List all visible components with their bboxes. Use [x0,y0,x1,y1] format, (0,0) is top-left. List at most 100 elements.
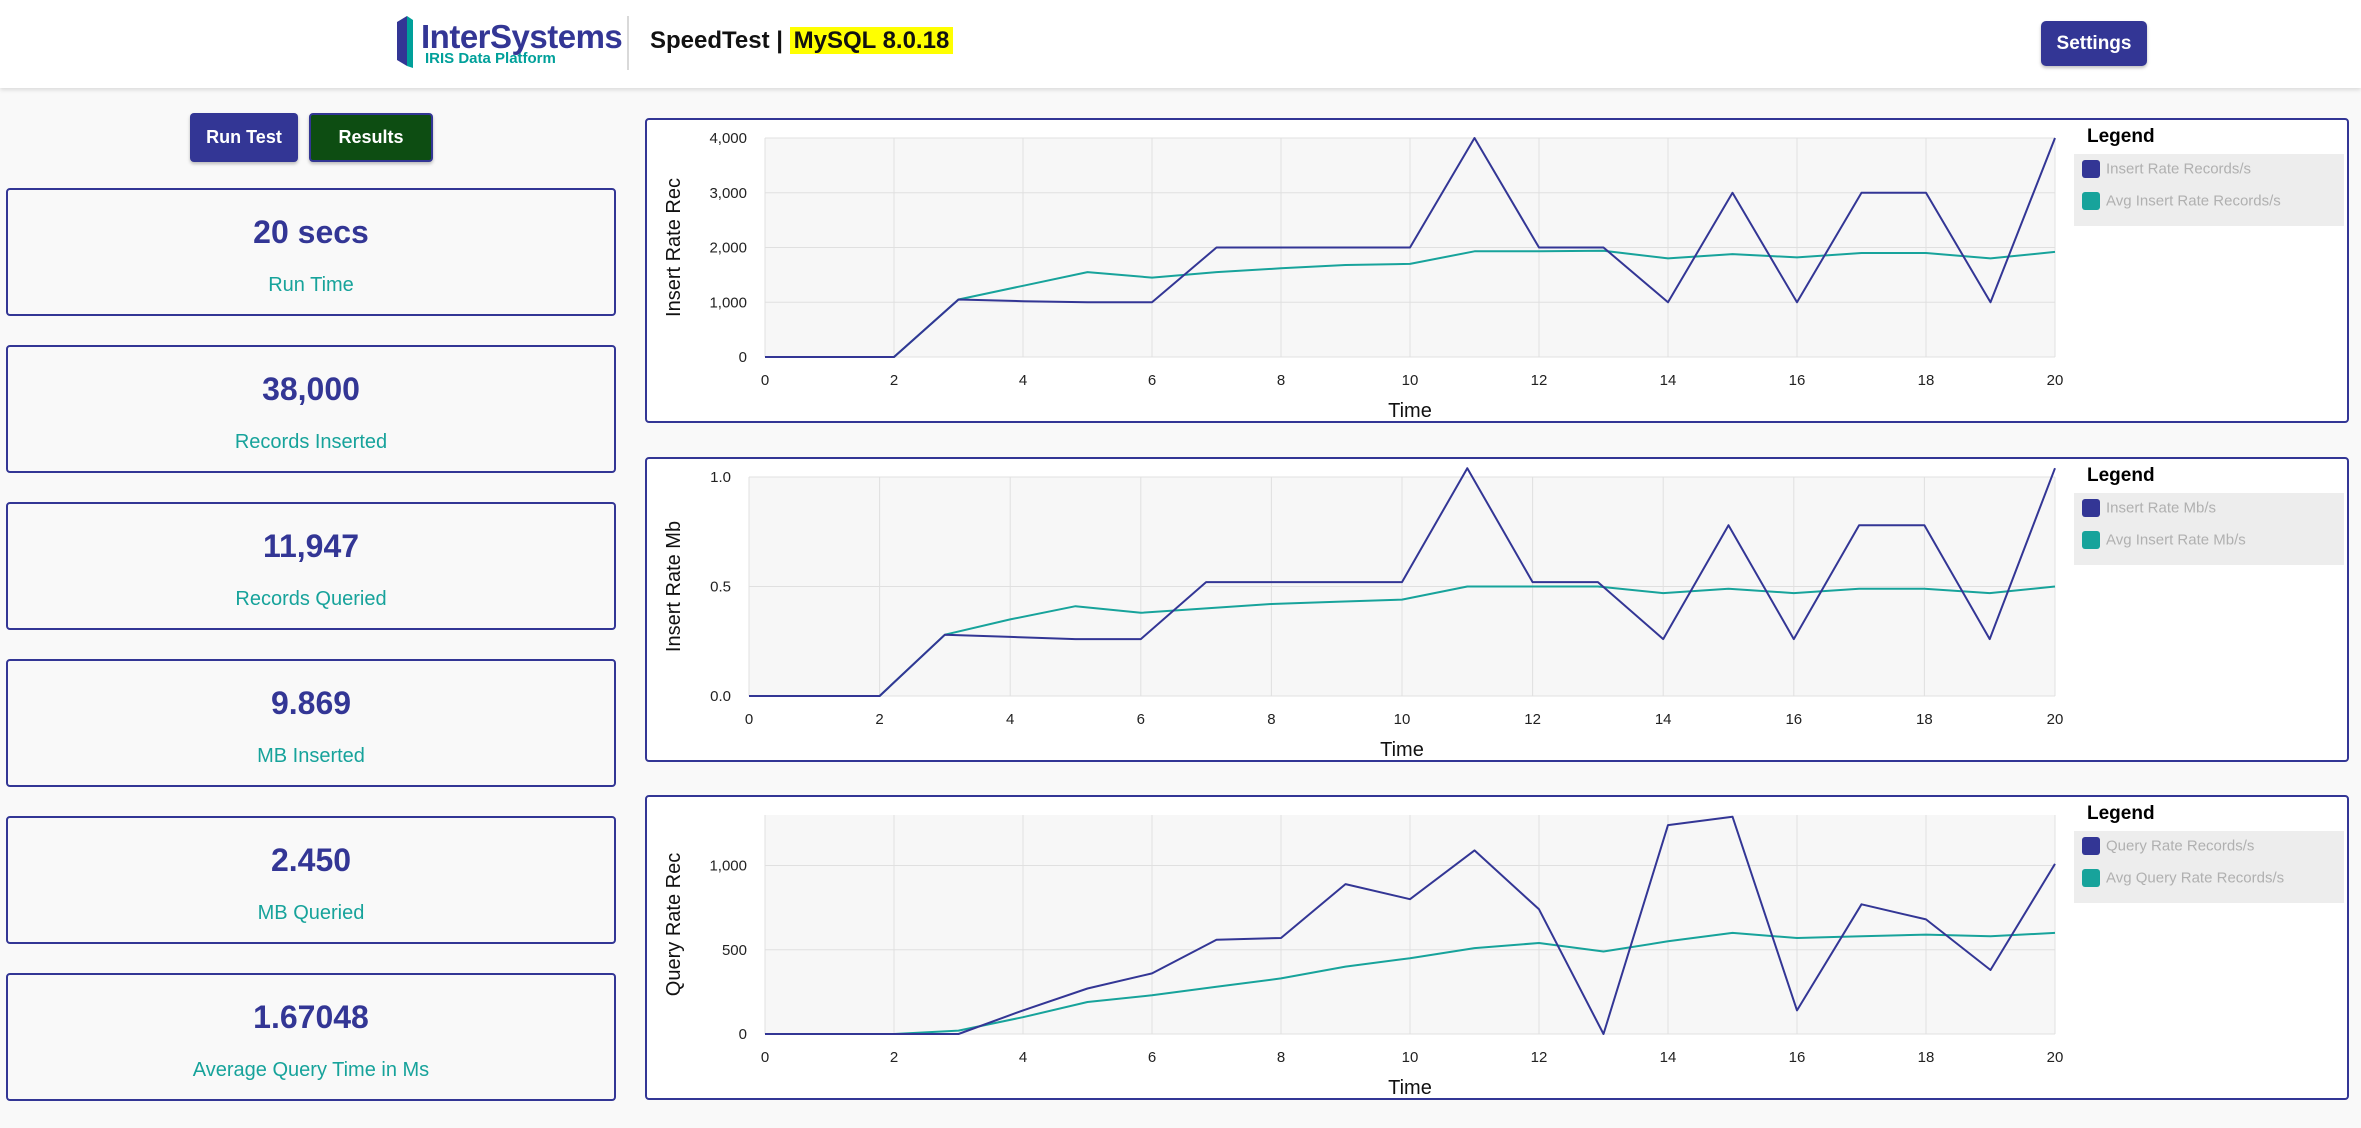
y-axis-title: Insert Rate Rec [663,178,685,317]
y-tick-label: 0 [739,349,747,366]
intersystems-logo-icon [397,16,413,68]
x-tick-label: 0 [761,1049,769,1066]
query-rate-records-plot: 0 2 4 6 8 10 12 14 16 18 20 0 500 1,000 Time Query Rate… [663,815,2064,1097]
results-button[interactable]: Results [309,113,433,162]
stat-card-records-queried: 11,947 Records Queried [6,502,616,630]
stat-value: 38,000 [262,371,360,407]
series-line [749,585,2056,697]
legend-swatch [2082,192,2100,211]
run-test-button[interactable]: Run Test [190,113,298,162]
x-tick-label: 12 [1531,1049,1548,1066]
y-tick-label: 4,000 [709,130,747,147]
x-tick-label: 16 [1789,372,1806,389]
stat-label: Average Query Time in Ms [192,1059,430,1081]
y-axis-title: Insert Rate Mb [663,521,685,652]
x-tick-label: 12 [1524,711,1541,728]
stat-label: Run Time [268,274,354,296]
stat-label: Records Inserted [234,431,388,453]
insert-rate-records-chart: 0 2 4 6 8 10 12 14 16 18 20 0 1,000 2,000 3,000 4,000 Ti… [645,118,2349,423]
legend-label: Query Rate Records/s [2106,837,2255,855]
stat-card-mb-inserted: 9.869 MB Inserted [6,659,616,787]
logo-name: InterSystems [421,18,623,55]
legend-swatch [2082,160,2100,179]
legend-item-query-rate[interactable]: Query Rate Records/s [2082,837,2254,861]
x-tick-label: 14 [1660,372,1677,389]
x-tick-label: 14 [1655,711,1672,728]
x-tick-label: 10 [1394,711,1411,728]
x-tick-label: 4 [1019,1049,1027,1066]
logo-subtitle: IRIS Data Platform [425,50,556,67]
y-tick-label: 1.0 [710,469,731,486]
x-axis-title: Time [1380,739,1424,759]
stat-value: 11,947 [262,528,360,564]
series-line [749,467,2056,697]
x-tick-label: 18 [1916,711,1933,728]
legend-swatch [2082,837,2100,856]
x-tick-label: 0 [761,372,769,389]
x-tick-label: 8 [1277,372,1285,389]
x-tick-label: 14 [1660,1049,1677,1066]
legend-swatch [2082,531,2100,550]
header-divider [627,16,629,70]
app-name: SpeedTest | [650,27,783,54]
x-tick-label: 8 [1267,711,1275,728]
x-tick-label: 2 [890,372,898,389]
y-tick-label: 3,000 [709,185,747,202]
legend-item-avg-insert-rate-mb[interactable]: Avg Insert Rate Mb/s [2082,531,2246,555]
stat-label: MB Inserted [257,745,365,767]
y-tick-label: 0.0 [710,688,731,705]
x-tick-label: 12 [1531,372,1548,389]
legend-swatch [2082,869,2100,888]
stat-card-run-time: 20 secs Run Time [6,188,616,316]
insert-rate-records-plot: 0 2 4 6 8 10 12 14 16 18 20 0 1,000 2,000 3,000 4,000 Ti… [663,130,2064,420]
intersystems-logo: InterSystems IRIS Data Platform [395,14,623,72]
stat-value: 1.67048 [253,999,369,1035]
legend: Insert Rate Mb/s Avg Insert Rate Mb/s [2074,493,2344,565]
x-tick-label: 18 [1918,1049,1935,1066]
insert-rate-mb-chart: 0 2 4 6 8 10 12 14 16 18 20 0.0 0.5 1.0 Time Insert Rat… [645,457,2349,762]
legend-label: Insert Rate Records/s [2106,160,2252,178]
legend-label: Avg Insert Rate Mb/s [2106,531,2246,549]
legend-item-insert-rate[interactable]: Insert Rate Records/s [2082,160,2251,184]
y-tick-label: 500 [722,942,747,959]
stat-card-mb-queried: 2.450 MB Queried [6,816,616,944]
x-tick-label: 0 [745,711,753,728]
settings-button[interactable]: Settings [2041,21,2147,66]
legend-item-insert-rate-mb[interactable]: Insert Rate Mb/s [2082,499,2216,523]
legend-swatch [2082,499,2100,518]
legend-title: Legend [2087,465,2155,486]
app-header: InterSystems IRIS Data Platform SpeedTes… [0,0,2361,88]
x-tick-label: 6 [1148,372,1156,389]
x-tick-label: 4 [1019,372,1027,389]
y-tick-label: 1,000 [709,858,747,875]
y-axis-title: Query Rate Rec [663,853,685,996]
x-tick-label: 8 [1277,1049,1285,1066]
database-version: MySQL 8.0.18 [789,27,954,54]
stat-label: Records Queried [235,588,387,610]
insert-rate-mb-plot: 0 2 4 6 8 10 12 14 16 18 20 0.0 0.5 1.0 Time Insert Rat… [663,467,2064,759]
x-tick-label: 16 [1789,1049,1806,1066]
x-tick-label: 2 [890,1049,898,1066]
x-tick-label: 20 [2047,1049,2064,1066]
stat-card-records-inserted: 38,000 Records Inserted [6,345,616,473]
x-tick-label: 2 [875,711,883,728]
x-tick-label: 6 [1148,1049,1156,1066]
x-tick-label: 20 [2047,372,2064,389]
x-tick-label: 20 [2047,711,2064,728]
y-tick-label: 0.5 [710,579,731,596]
stat-label: MB Queried [257,902,365,924]
x-tick-label: 18 [1918,372,1935,389]
x-tick-label: 16 [1785,711,1802,728]
stat-value: 9.869 [270,685,352,721]
x-tick-label: 6 [1137,711,1145,728]
legend: Insert Rate Records/s Avg Insert Rate Re… [2074,154,2344,226]
y-tick-label: 1,000 [709,294,747,311]
series-line [765,815,2056,1035]
query-rate-records-chart: 0 2 4 6 8 10 12 14 16 18 20 0 500 1,000 Time Query Rate… [645,795,2349,1100]
series-line [765,137,2056,358]
y-tick-label: 2,000 [709,240,747,257]
y-tick-label: 0 [739,1026,747,1043]
stat-value: 20 secs [253,214,369,250]
legend-item-avg-query-rate[interactable]: Avg Query Rate Records/s [2082,869,2284,893]
legend-item-avg-insert-rate[interactable]: Avg Insert Rate Records/s [2082,192,2281,216]
